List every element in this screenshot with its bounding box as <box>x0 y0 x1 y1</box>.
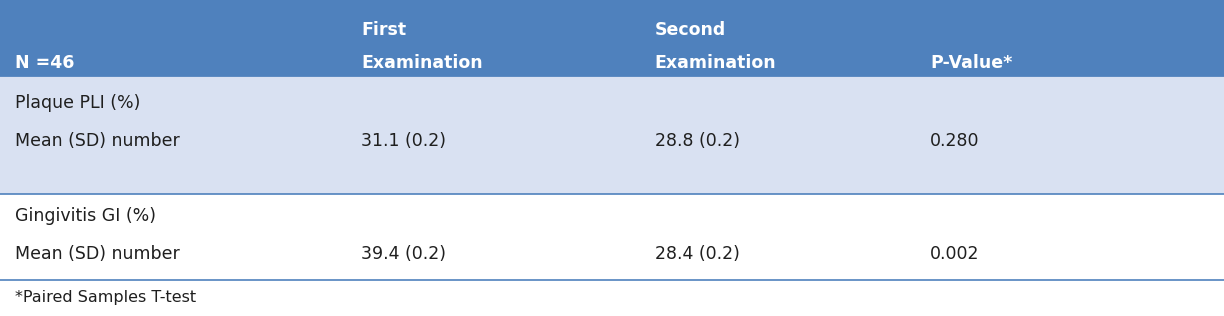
FancyBboxPatch shape <box>0 0 1224 75</box>
Text: 39.4 (0.2): 39.4 (0.2) <box>361 246 446 263</box>
Text: Mean (SD) number: Mean (SD) number <box>15 246 180 263</box>
Text: Mean (SD) number: Mean (SD) number <box>15 132 180 149</box>
Text: 0.280: 0.280 <box>930 132 979 149</box>
Text: *Paired Samples T-test: *Paired Samples T-test <box>15 290 196 306</box>
Text: P-Value*: P-Value* <box>930 54 1012 72</box>
Text: 28.8 (0.2): 28.8 (0.2) <box>655 132 739 149</box>
Text: Examination: Examination <box>655 54 776 72</box>
Text: Gingivitis GI (%): Gingivitis GI (%) <box>15 208 155 225</box>
FancyBboxPatch shape <box>0 194 1224 280</box>
Text: 31.1 (0.2): 31.1 (0.2) <box>361 132 446 149</box>
Text: N =46: N =46 <box>15 54 75 72</box>
Text: Examination: Examination <box>361 54 482 72</box>
Text: Plaque PLI (%): Plaque PLI (%) <box>15 94 140 112</box>
FancyBboxPatch shape <box>0 75 1224 194</box>
Text: First: First <box>361 21 406 39</box>
FancyBboxPatch shape <box>0 280 1224 316</box>
Text: 28.4 (0.2): 28.4 (0.2) <box>655 246 739 263</box>
Text: Second: Second <box>655 21 726 39</box>
Text: 0.002: 0.002 <box>930 246 979 263</box>
